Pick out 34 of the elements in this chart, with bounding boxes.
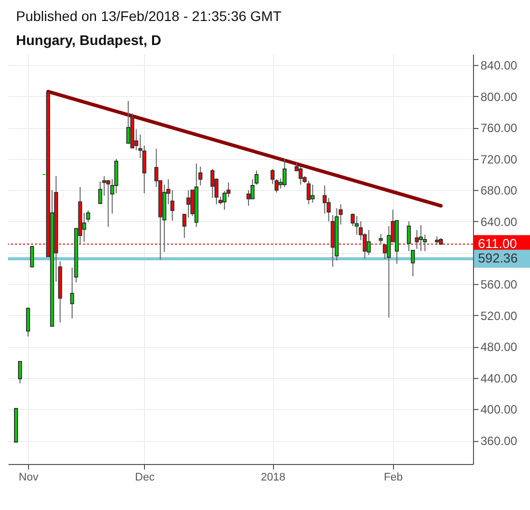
ref-line-label: 592.36 [478,250,518,266]
candlestick [18,361,22,384]
y-tick-label: 760.00 [480,121,518,136]
candlestick [210,168,214,198]
candlestick [310,184,315,204]
y-tick-label: 640.00 [480,214,518,229]
x-tick-label: Feb [384,472,403,484]
candlestick [30,246,34,268]
y-tick-label: 560.00 [480,278,518,292]
candlestick [298,166,303,186]
y-tick-label: 800.00 [480,90,518,104]
y-tick-label: 440.00 [480,371,518,386]
candlestick [418,224,423,252]
candlestick [106,179,110,228]
x-tick-label: Nov [18,472,39,484]
candlestick [350,213,355,227]
y-tick-label: 480.00 [480,340,518,354]
y-tick-label: 360.00 [480,434,518,448]
candlestick [366,230,371,256]
ref-line-label: 611.00 [478,236,517,252]
y-tick-label: 520.00 [480,308,518,323]
chart-title: Hungary, Budapest, D [15,31,162,48]
candlestick [306,180,311,205]
y-tick-label: 680.00 [480,184,518,198]
y-tick-label: 400.00 [480,402,518,417]
y-tick-label: 840.00 [480,58,518,72]
candlestick [254,170,259,186]
candlestick [282,158,287,188]
candlestick [26,308,30,337]
y-tick-label: 720.00 [480,152,518,166]
x-tick-label: Dec [135,472,156,484]
candlestick [378,233,383,244]
chart-subtitle: Published on 13/Feb/2018 - 21:35:36 GMT [15,7,282,24]
x-tick-label: 2018 [260,472,286,484]
